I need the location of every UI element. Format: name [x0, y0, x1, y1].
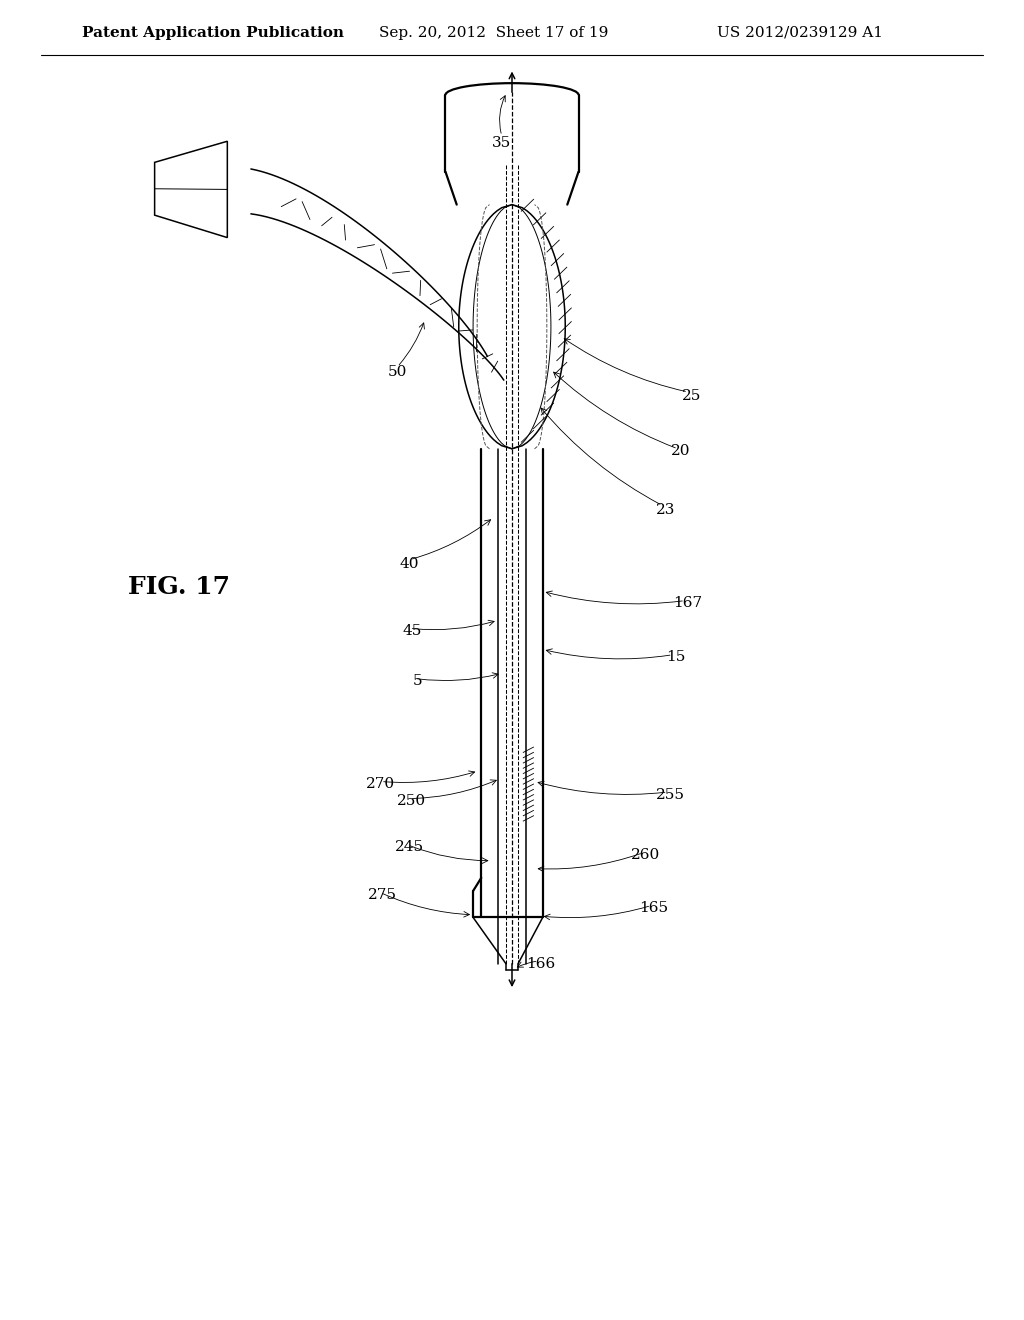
Text: 25: 25 [682, 389, 700, 403]
Text: 23: 23 [656, 503, 675, 516]
Text: 35: 35 [493, 136, 511, 149]
Text: 275: 275 [368, 888, 396, 902]
Text: US 2012/0239129 A1: US 2012/0239129 A1 [717, 26, 883, 40]
Text: 260: 260 [631, 849, 659, 862]
Text: 15: 15 [667, 651, 685, 664]
Text: 5: 5 [413, 675, 423, 688]
Text: 40: 40 [399, 557, 420, 570]
Text: 20: 20 [671, 445, 691, 458]
Text: FIG. 17: FIG. 17 [128, 576, 230, 599]
Text: 245: 245 [395, 841, 424, 854]
Text: 166: 166 [526, 957, 555, 970]
Text: 50: 50 [388, 366, 407, 379]
Text: 167: 167 [674, 597, 702, 610]
Text: 250: 250 [397, 795, 426, 808]
Text: 255: 255 [656, 788, 685, 801]
Text: Sep. 20, 2012  Sheet 17 of 19: Sep. 20, 2012 Sheet 17 of 19 [379, 26, 608, 40]
Text: 45: 45 [403, 624, 422, 638]
Text: Patent Application Publication: Patent Application Publication [82, 26, 344, 40]
Text: 165: 165 [639, 902, 668, 915]
Text: 270: 270 [367, 777, 395, 791]
